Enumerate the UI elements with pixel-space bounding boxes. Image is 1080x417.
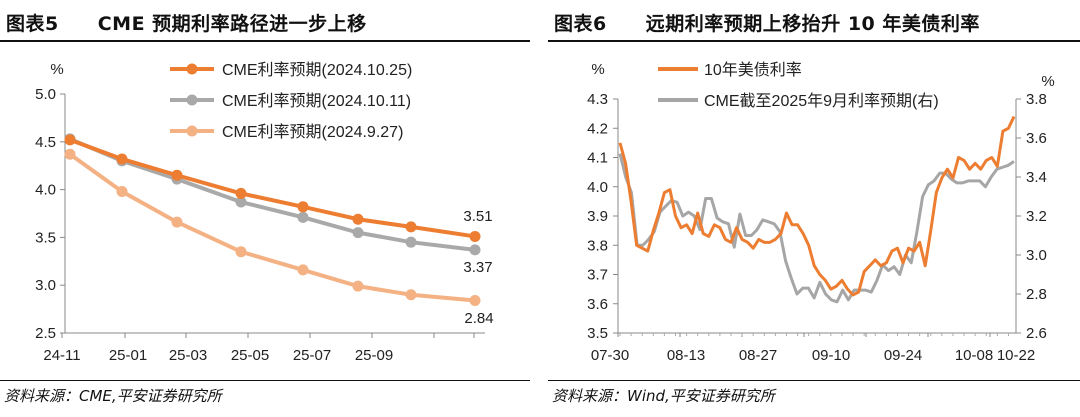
x-tick-label: 10-08 — [955, 347, 993, 364]
chart-panel-left: 图表5 CME 预期利率路径进一步上移 % 5.0 4.5 4.0 3.5 3.0 2.5 2… — [0, 0, 530, 417]
data-point — [405, 236, 417, 248]
y-tick-label-right: 3.8 — [1026, 91, 1047, 108]
data-point — [171, 216, 183, 228]
y-tick-label: 5.0 — [35, 86, 56, 103]
source-bar: 资料来源：CME,平安证券研究所 — [0, 380, 530, 411]
legend-label: 10年美债利率 — [704, 61, 802, 79]
y-axis-unit-right: % — [1041, 73, 1054, 90]
series-line — [69, 138, 476, 239]
data-point — [352, 280, 364, 292]
source-note: 资料来源：CME,平安证券研究所 — [4, 387, 222, 405]
x-tick-label: 24-11 — [43, 347, 80, 364]
data-label: 3.37 — [463, 259, 492, 276]
x-tick-label: 25-07 — [293, 347, 331, 364]
series-line-cme — [618, 153, 1015, 304]
y-tick-label-left: 3.8 — [587, 237, 608, 254]
y-tick-label-right: 3.6 — [1026, 130, 1047, 147]
data-point — [116, 153, 128, 165]
y-tick-label-left: 4.2 — [587, 120, 608, 137]
data-point — [352, 213, 364, 225]
x-tick-label: 08-27 — [739, 347, 777, 364]
data-label: 3.51 — [463, 208, 492, 225]
chart-title: 图表5 CME 预期利率路径进一步上移 — [6, 13, 367, 35]
data-point — [405, 221, 417, 233]
y-tick-label-left: 4.1 — [587, 150, 608, 167]
y-axis-unit: % — [50, 61, 63, 78]
line-chart-cme-path: % 5.0 4.5 4.0 3.5 3.0 2.5 24-11 25-01 25-03 25-05 2… — [35, 61, 493, 364]
y-tick-label: 4.5 — [35, 134, 56, 151]
title-bar: 图表6 远期利率预期上移抬升 10 年美债利率 — [548, 0, 1080, 42]
data-point — [297, 211, 309, 223]
data-point — [469, 244, 481, 256]
data-point — [116, 186, 128, 198]
line-chart-treasury-vs-cme: %% 4.3 4.2 4.1 4.0 3.9 3.8 3.7 3.6 3.5 3.8 3.6 3.4 3.… — [587, 61, 1055, 364]
y-tick-label: 2.5 — [35, 325, 56, 342]
chart-panel-right: 图表6 远期利率预期上移抬升 10 年美债利率 %% 4.3 4.2 4.1 4.0 3.… — [548, 0, 1080, 417]
y-tick-label-left: 3.5 — [587, 325, 608, 342]
x-tick-label: 25-05 — [231, 347, 269, 364]
y-tick-label-right: 2.8 — [1026, 286, 1047, 303]
x-tick-label: 09-10 — [812, 347, 850, 364]
source-bar: 资料来源：Wind,平安证券研究所 — [548, 380, 1080, 411]
legend-label: CME利率预期(2024.10.25) — [222, 61, 412, 79]
x-tick-label: 10-22 — [997, 347, 1035, 364]
y-tick-label-left: 4.0 — [587, 179, 608, 196]
y-tick-label-left: 3.7 — [587, 267, 608, 284]
legend-marker — [186, 63, 198, 75]
data-point — [469, 294, 481, 306]
data-point — [64, 134, 76, 146]
data-point — [469, 230, 481, 242]
data-point — [235, 196, 247, 208]
x-tick-label: 08-13 — [667, 347, 705, 364]
y-tick-label: 4.0 — [35, 182, 56, 199]
y-tick-label-left: 4.3 — [587, 91, 608, 108]
data-point — [64, 148, 76, 160]
series-line — [69, 137, 476, 252]
x-tick-label: 07-30 — [591, 347, 629, 364]
data-point — [297, 264, 309, 276]
legend-label: CME截至2025年9月利率预期(右) — [704, 92, 939, 110]
legend-marker — [186, 94, 198, 106]
y-tick-label: 3.5 — [35, 229, 56, 246]
x-tick-label: 25-03 — [169, 347, 207, 364]
legend-label: CME利率预期(2024.9.27) — [222, 123, 403, 141]
chart-title: 图表6 远期利率预期上移抬升 10 年美债利率 — [554, 13, 980, 35]
data-point — [352, 227, 364, 239]
y-axis-unit-left: % — [591, 61, 604, 78]
data-point — [171, 169, 183, 181]
y-tick-label-left: 3.6 — [587, 296, 608, 313]
y-tick-label-right: 3.4 — [1026, 169, 1047, 186]
data-point — [405, 289, 417, 301]
x-tick-label: 25-01 — [109, 347, 147, 364]
y-tick-label-right: 3.2 — [1026, 208, 1047, 225]
y-tick-label-left: 3.9 — [587, 208, 608, 225]
data-point — [297, 201, 309, 213]
series-line — [68, 152, 476, 303]
x-tick-label: 09-24 — [884, 347, 922, 364]
legend-label: CME利率预期(2024.10.11) — [222, 92, 411, 110]
data-point — [235, 187, 247, 199]
title-bar: 图表5 CME 预期利率路径进一步上移 — [0, 0, 530, 42]
y-tick-label-right: 3.0 — [1026, 247, 1047, 264]
series-line-ust10y — [618, 115, 1016, 297]
source-note: 资料来源：Wind,平安证券研究所 — [552, 387, 775, 405]
data-label: 2.84 — [464, 310, 493, 327]
x-tick-label: 25-09 — [355, 347, 393, 364]
data-point — [235, 246, 247, 258]
y-tick-label-right: 2.6 — [1026, 325, 1047, 342]
y-tick-label: 3.0 — [35, 277, 56, 294]
legend-marker — [186, 125, 198, 137]
